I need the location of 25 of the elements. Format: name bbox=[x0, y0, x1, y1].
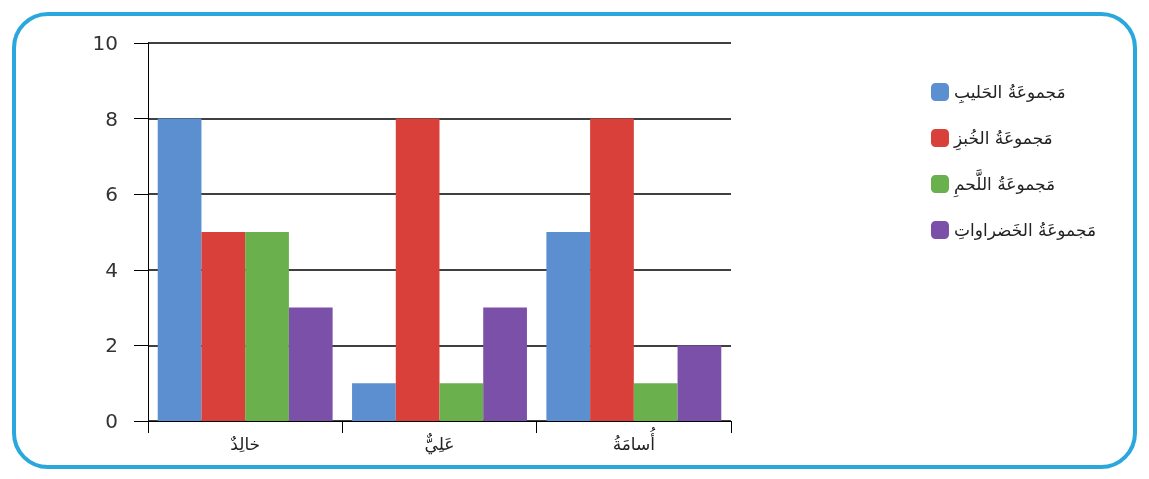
x-tick-label: خالِدٌ bbox=[230, 433, 261, 454]
bar bbox=[439, 383, 484, 421]
bar bbox=[245, 232, 289, 421]
bar bbox=[201, 232, 246, 421]
legend-label: مَجموعَةُ الحَليبِ bbox=[953, 82, 1066, 105]
y-tick-label: 4 bbox=[105, 257, 118, 282]
x-tick-label: أُسامَةُ bbox=[612, 427, 656, 454]
legend-label: مَجموعَةُ الخَضراواتِ bbox=[953, 220, 1097, 241]
bar bbox=[157, 118, 202, 421]
y-tick-label: 8 bbox=[105, 106, 118, 131]
bar bbox=[546, 232, 591, 421]
y-tick-label: 6 bbox=[105, 182, 118, 207]
legend-label: مَجموعَةُ اللَّحمِ bbox=[952, 169, 1056, 198]
y-tick-label: 0 bbox=[105, 409, 118, 433]
bar bbox=[677, 345, 722, 421]
y-tick-label: 10 bbox=[92, 31, 118, 55]
bar bbox=[483, 307, 527, 421]
y-tick-label: 2 bbox=[105, 333, 118, 358]
bar bbox=[352, 383, 396, 421]
legend-label: مَجموعَةُ الخُبزِ bbox=[952, 128, 1053, 152]
bar bbox=[590, 118, 634, 421]
bar bbox=[288, 307, 333, 421]
x-tick-label: عَلِيٌّ bbox=[424, 433, 455, 455]
bar bbox=[395, 118, 440, 421]
bar bbox=[633, 383, 678, 421]
